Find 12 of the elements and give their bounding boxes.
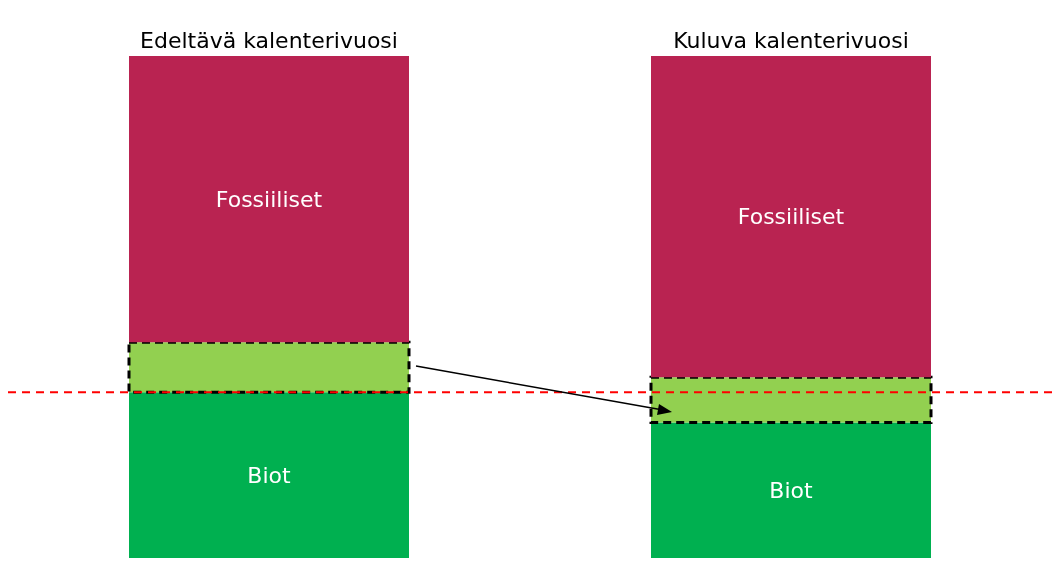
bar <box>129 56 409 343</box>
series-label: Fossiiliset <box>215 186 323 212</box>
bar <box>651 56 931 378</box>
bar <box>129 392 409 558</box>
bar <box>651 422 931 558</box>
text: Fossiiliset <box>737 204 845 230</box>
x-tick-label: Kuluva kalenterivuosi <box>673 28 909 53</box>
x-tick-label: Edeltävä kalenterivuosi <box>140 28 398 53</box>
bar <box>127 340 411 394</box>
bar <box>649 375 933 424</box>
text: Biot <box>247 462 291 488</box>
series-label: Biot <box>769 478 814 504</box>
